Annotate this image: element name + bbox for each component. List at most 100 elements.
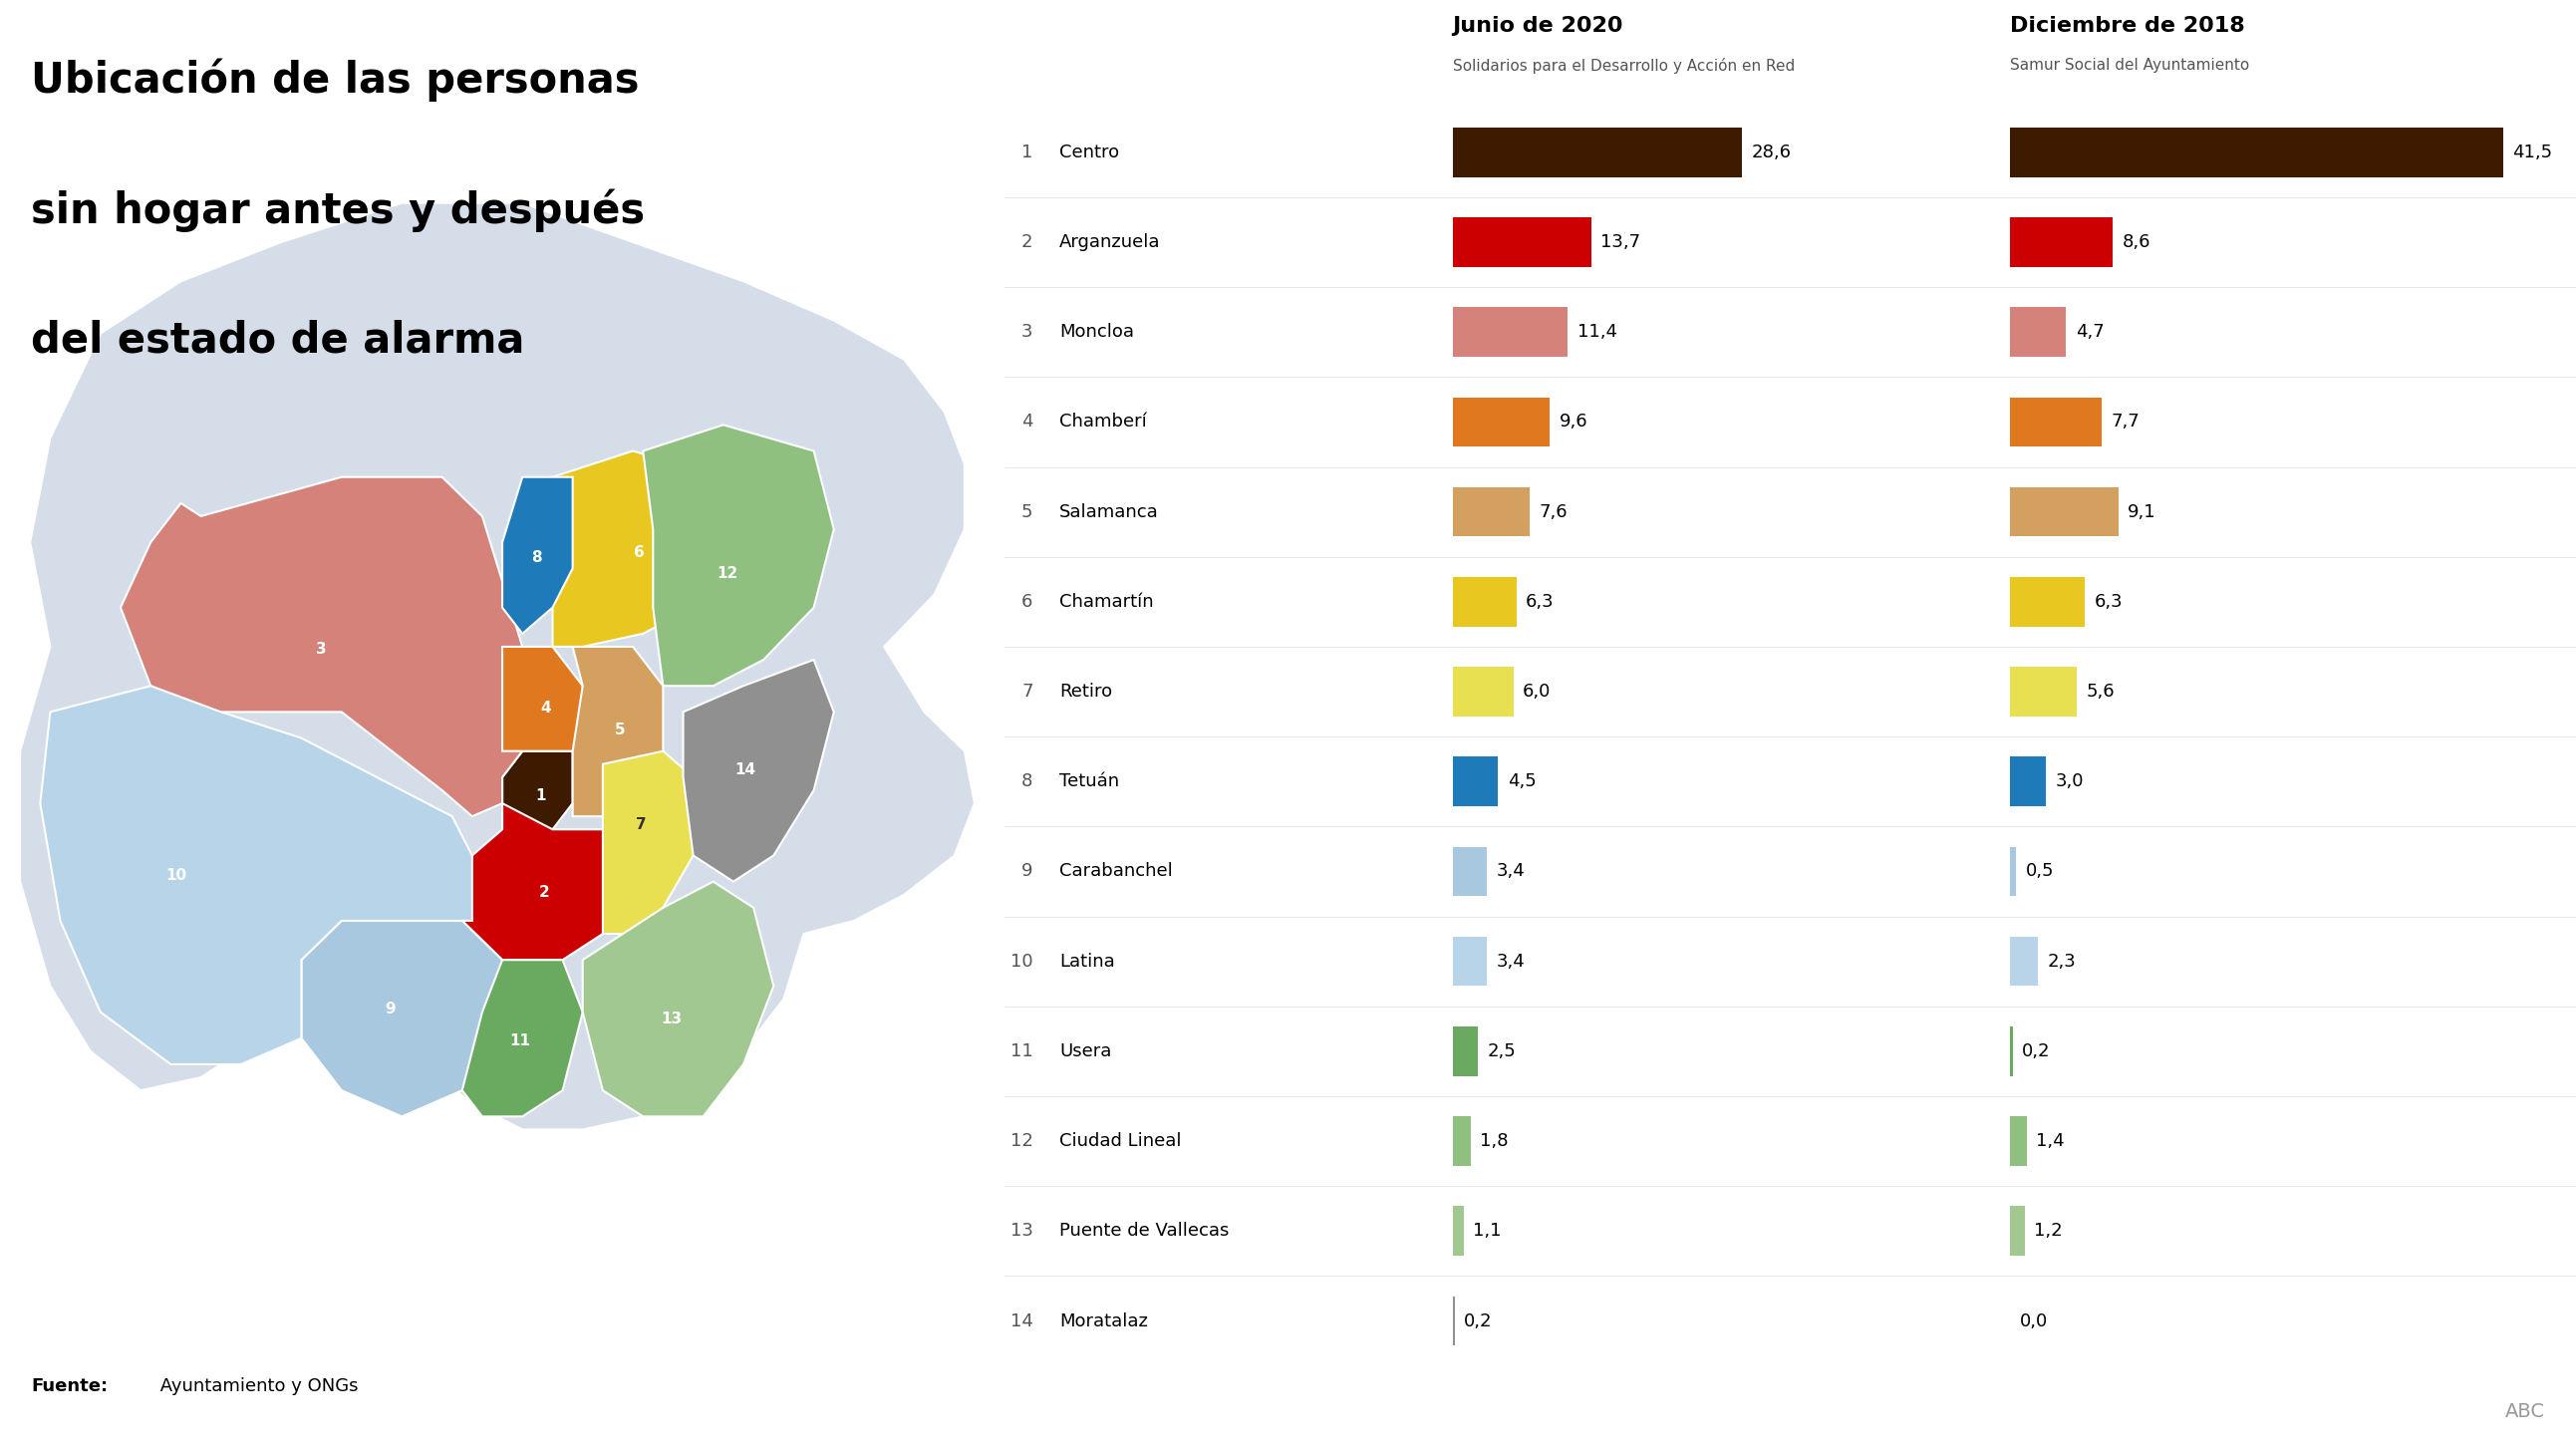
Text: 5: 5 (1023, 503, 1033, 521)
Text: 5: 5 (616, 722, 626, 738)
Bar (1453, 397, 1551, 447)
Text: Tetuán: Tetuán (1059, 773, 1121, 790)
Text: 3,0: 3,0 (2056, 773, 2084, 790)
Text: 41,5: 41,5 (2512, 144, 2553, 161)
Text: 6,3: 6,3 (2094, 593, 2123, 610)
Text: 13: 13 (659, 1011, 683, 1027)
Text: 6: 6 (1023, 593, 1033, 610)
Text: 7,7: 7,7 (2112, 413, 2141, 431)
Text: 4: 4 (1023, 413, 1033, 431)
Text: 13,7: 13,7 (1600, 233, 1641, 251)
Polygon shape (502, 477, 572, 634)
Text: Diciembre de 2018: Diciembre de 2018 (2009, 16, 2246, 36)
Text: 11: 11 (510, 1034, 531, 1048)
Text: 9: 9 (1023, 863, 1033, 880)
Text: 14: 14 (1010, 1312, 1033, 1330)
Text: 9,1: 9,1 (2128, 503, 2156, 521)
Bar (2009, 847, 2017, 896)
Bar (2009, 667, 2076, 716)
Bar (1453, 667, 1512, 716)
Polygon shape (461, 960, 582, 1116)
Bar (2009, 1117, 2027, 1166)
Text: Latina: Latina (1059, 953, 1115, 970)
Bar (2009, 128, 2504, 177)
Text: 0,5: 0,5 (2025, 863, 2053, 880)
Bar (1453, 577, 1517, 626)
Bar (1453, 307, 1569, 357)
Text: Retiro: Retiro (1059, 683, 1113, 700)
Text: 9: 9 (384, 1002, 394, 1016)
Text: 7: 7 (1023, 683, 1033, 700)
Bar (1453, 487, 1530, 536)
Text: 4,7: 4,7 (2076, 323, 2105, 341)
Text: Puente de Vallecas: Puente de Vallecas (1059, 1222, 1229, 1240)
Text: 4,5: 4,5 (1507, 773, 1535, 790)
Text: 2: 2 (538, 884, 549, 899)
Polygon shape (41, 686, 471, 1064)
Text: 3,4: 3,4 (1497, 863, 1525, 880)
Bar (2009, 1206, 2025, 1256)
Text: 10: 10 (1010, 953, 1033, 970)
Text: 6,3: 6,3 (1525, 593, 1553, 610)
Bar (1453, 218, 1592, 267)
Polygon shape (461, 803, 623, 960)
Polygon shape (502, 647, 582, 751)
Text: 1,2: 1,2 (2035, 1222, 2063, 1240)
Text: Moratalaz: Moratalaz (1059, 1312, 1149, 1330)
Text: Moncloa: Moncloa (1059, 323, 1133, 341)
Text: Chamberí: Chamberí (1059, 413, 1146, 431)
Text: 6: 6 (634, 545, 644, 560)
Text: Centro: Centro (1059, 144, 1121, 161)
Text: Carabanchel: Carabanchel (1059, 863, 1172, 880)
Polygon shape (683, 660, 835, 882)
Text: 28,6: 28,6 (1752, 144, 1790, 161)
Polygon shape (301, 921, 502, 1117)
Bar (1453, 1206, 1463, 1256)
Bar (1453, 757, 1499, 806)
Text: 10: 10 (165, 867, 185, 883)
Bar (2009, 218, 2112, 267)
Text: 14: 14 (734, 761, 755, 777)
Bar (1453, 847, 1486, 896)
Text: 6,0: 6,0 (1522, 683, 1551, 700)
Bar (2009, 307, 2066, 357)
Text: 13: 13 (1010, 1222, 1033, 1240)
Text: 11,4: 11,4 (1577, 323, 1618, 341)
Text: 12: 12 (716, 566, 737, 581)
Bar (2009, 937, 2038, 986)
Text: Fuente:: Fuente: (31, 1378, 108, 1395)
Text: 1,8: 1,8 (1481, 1132, 1510, 1150)
Text: 1: 1 (536, 787, 546, 803)
Polygon shape (21, 203, 974, 1130)
Bar (1453, 1027, 1479, 1076)
Polygon shape (582, 882, 773, 1116)
Text: 0,2: 0,2 (1463, 1312, 1492, 1330)
Bar (1453, 128, 1741, 177)
Text: 8,6: 8,6 (2123, 233, 2151, 251)
Text: 1: 1 (1023, 144, 1033, 161)
Text: 0,2: 0,2 (2022, 1043, 2050, 1060)
Text: Ciudad Lineal: Ciudad Lineal (1059, 1132, 1182, 1150)
Text: 2,5: 2,5 (1486, 1043, 1515, 1060)
Polygon shape (572, 647, 662, 816)
Text: 5,6: 5,6 (2087, 683, 2115, 700)
Bar (1453, 1117, 1471, 1166)
Text: Chamartín: Chamartín (1059, 593, 1154, 610)
Text: 4: 4 (541, 700, 551, 715)
Text: 0,0: 0,0 (2020, 1312, 2048, 1330)
Text: 2,3: 2,3 (2048, 953, 2076, 970)
Text: ABC: ABC (2506, 1402, 2545, 1421)
Text: 1,4: 1,4 (2038, 1132, 2066, 1150)
Text: del estado de alarma: del estado de alarma (31, 319, 526, 361)
Text: Ayuntamiento y ONGs: Ayuntamiento y ONGs (155, 1378, 358, 1395)
Text: 2: 2 (1023, 233, 1033, 251)
Polygon shape (554, 451, 734, 647)
Text: Salamanca: Salamanca (1059, 503, 1159, 521)
Text: Junio de 2020: Junio de 2020 (1453, 16, 1623, 36)
Text: 8: 8 (531, 551, 541, 566)
Text: 1,1: 1,1 (1473, 1222, 1502, 1240)
Text: 3: 3 (317, 642, 327, 657)
Text: 3,4: 3,4 (1497, 953, 1525, 970)
Text: 7,6: 7,6 (1538, 503, 1566, 521)
Text: 3: 3 (1023, 323, 1033, 341)
